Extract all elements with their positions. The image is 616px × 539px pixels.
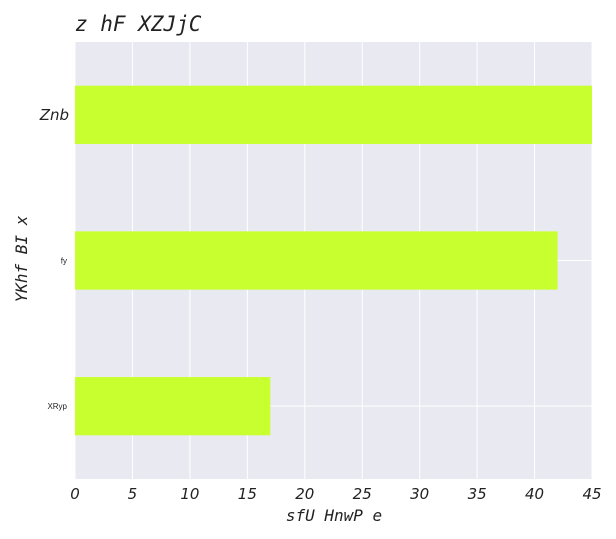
y-tick-labels: Znb fy XRyp — [39, 106, 69, 411]
bars — [75, 85, 592, 436]
bar-XRyp — [75, 377, 271, 436]
x-tick-label-15: 15 — [238, 485, 257, 503]
x-tick-labels: 0 5 10 15 20 25 30 35 40 45 — [70, 485, 601, 503]
bar-fy — [75, 231, 558, 290]
x-tick-label-0: 0 — [70, 485, 80, 503]
y-axis-label: YKhf BI x — [12, 215, 31, 302]
x-tick-label-25: 25 — [353, 485, 372, 503]
y-tick-label-XRyp: XRyp — [47, 402, 67, 411]
x-tick-label-35: 35 — [468, 485, 487, 503]
y-tick-label-fy: fy — [61, 257, 67, 266]
x-tick-label-30: 30 — [410, 485, 429, 503]
x-tick-label-45: 45 — [582, 485, 601, 503]
x-tick-label-5: 5 — [128, 485, 138, 503]
x-tick-label-40: 40 — [525, 485, 544, 503]
x-tick-label-20: 20 — [295, 485, 314, 503]
chart-title: z hF XZJjC — [75, 12, 202, 36]
y-tick-label-Znb: Znb — [39, 106, 69, 124]
bar-Znb — [75, 85, 592, 144]
x-tick-label-10: 10 — [180, 485, 199, 503]
x-axis-label: sfU HnwP e — [286, 506, 382, 525]
